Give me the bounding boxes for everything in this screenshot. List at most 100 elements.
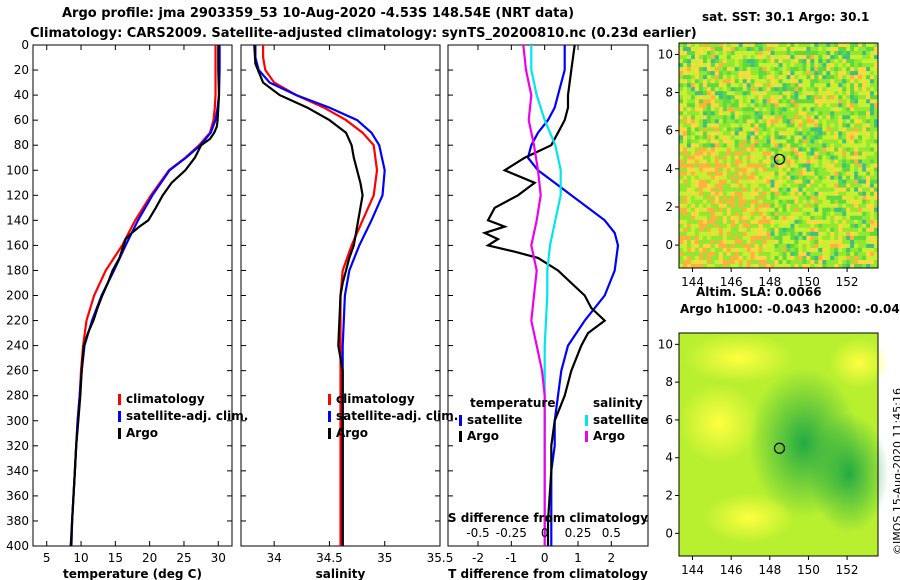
argo-location-marker bbox=[773, 153, 786, 165]
sst-cell bbox=[774, 175, 779, 180]
sst-cell bbox=[690, 87, 696, 92]
sst-cell bbox=[770, 91, 775, 96]
sst-cell bbox=[762, 79, 767, 84]
sst-cell bbox=[726, 215, 732, 221]
sst-cell bbox=[690, 159, 696, 164]
sst-cell bbox=[718, 159, 724, 164]
sst-cell bbox=[782, 107, 787, 112]
sst-cell bbox=[702, 103, 708, 108]
sst-cell bbox=[706, 99, 712, 104]
sst-cell bbox=[826, 131, 831, 136]
sst-cell bbox=[838, 183, 843, 188]
sst-cell bbox=[846, 79, 851, 84]
sst-cell bbox=[730, 207, 735, 213]
sst-cell bbox=[710, 99, 716, 104]
sst-cell bbox=[750, 251, 755, 257]
sst-cell bbox=[694, 179, 700, 184]
sst-cell bbox=[790, 183, 795, 188]
sst-cell bbox=[762, 247, 767, 253]
sst-cell bbox=[822, 55, 827, 60]
sst-cell bbox=[679, 43, 684, 48]
sst-cell bbox=[770, 135, 775, 140]
sst-cell bbox=[774, 179, 779, 184]
sst-cell bbox=[750, 91, 755, 96]
sst-cell bbox=[690, 95, 696, 100]
sst-cell bbox=[846, 143, 851, 148]
sst-cell bbox=[714, 91, 720, 96]
sst-cell bbox=[698, 95, 704, 100]
sst-cell bbox=[782, 47, 787, 52]
sst-cell bbox=[786, 163, 791, 168]
sst-cell bbox=[814, 235, 819, 241]
map-y-tick-label: 8 bbox=[665, 375, 673, 389]
sst-cell bbox=[806, 107, 811, 112]
sst-cell bbox=[730, 63, 735, 68]
sst-cell bbox=[850, 111, 855, 116]
sst-cell bbox=[846, 59, 851, 64]
sst-cell bbox=[814, 223, 819, 229]
sst-cell bbox=[722, 47, 728, 52]
sst-cell bbox=[750, 83, 755, 88]
sst-cell bbox=[714, 247, 720, 253]
sst-cell bbox=[706, 107, 712, 112]
sst-cell bbox=[774, 171, 779, 176]
sst-cell bbox=[850, 155, 855, 160]
sst-cell bbox=[694, 95, 700, 100]
sst-cell bbox=[826, 47, 831, 52]
sst-cell bbox=[726, 103, 732, 108]
sst-cell bbox=[834, 159, 839, 164]
sst-cell bbox=[798, 247, 803, 253]
sst-cell bbox=[854, 147, 859, 152]
sst-cell bbox=[742, 131, 747, 136]
sst-cell bbox=[754, 227, 759, 233]
sst-cell bbox=[862, 75, 867, 80]
sst-cell bbox=[810, 87, 815, 92]
sst-cell bbox=[750, 87, 755, 92]
sst-cell bbox=[782, 147, 787, 152]
sst-cell bbox=[778, 207, 783, 213]
sst-cell bbox=[826, 103, 831, 108]
sst-cell bbox=[702, 107, 708, 112]
legend-swatch bbox=[328, 394, 331, 405]
sst-cell bbox=[866, 187, 871, 192]
sst-cell bbox=[810, 79, 815, 84]
sst-cell bbox=[874, 119, 879, 124]
sst-cell bbox=[702, 87, 708, 92]
sst-cell bbox=[746, 183, 751, 188]
sst-cell bbox=[702, 47, 708, 52]
sst-cell bbox=[726, 139, 732, 144]
sst-cell bbox=[838, 167, 843, 172]
sst-cell bbox=[782, 243, 787, 249]
sst-cell bbox=[766, 55, 771, 60]
sst-cell bbox=[778, 171, 783, 176]
sst-cell bbox=[798, 215, 803, 221]
depth-tick-label: 160 bbox=[6, 238, 29, 252]
sst-cell bbox=[782, 207, 787, 213]
sst-cell bbox=[806, 219, 811, 225]
sst-cell bbox=[687, 223, 692, 229]
s-tick-label: 0 bbox=[541, 526, 549, 540]
sst-cell bbox=[874, 203, 879, 209]
sst-cell bbox=[790, 235, 795, 241]
sst-cell bbox=[683, 179, 688, 184]
sst-cell bbox=[734, 179, 739, 184]
sst-cell bbox=[846, 127, 851, 132]
sst-cell bbox=[870, 171, 875, 176]
sst-cell bbox=[774, 183, 779, 188]
sst-cell bbox=[826, 260, 831, 265]
sst-cell bbox=[683, 91, 688, 96]
sst-cell bbox=[850, 47, 855, 52]
sst-cell bbox=[818, 51, 823, 56]
sst-cell bbox=[790, 179, 795, 184]
sst-cell bbox=[742, 227, 747, 233]
sst-cell bbox=[694, 127, 700, 132]
sst-cell bbox=[818, 251, 823, 257]
depth-tick-label: 20 bbox=[14, 63, 29, 77]
sst-cell bbox=[854, 167, 859, 172]
sst-cell bbox=[862, 195, 867, 201]
sst-cell bbox=[818, 99, 823, 104]
sst-cell bbox=[714, 87, 720, 92]
sst-cell bbox=[870, 264, 875, 269]
sst-cell bbox=[862, 247, 867, 253]
sst-cell bbox=[762, 203, 767, 209]
